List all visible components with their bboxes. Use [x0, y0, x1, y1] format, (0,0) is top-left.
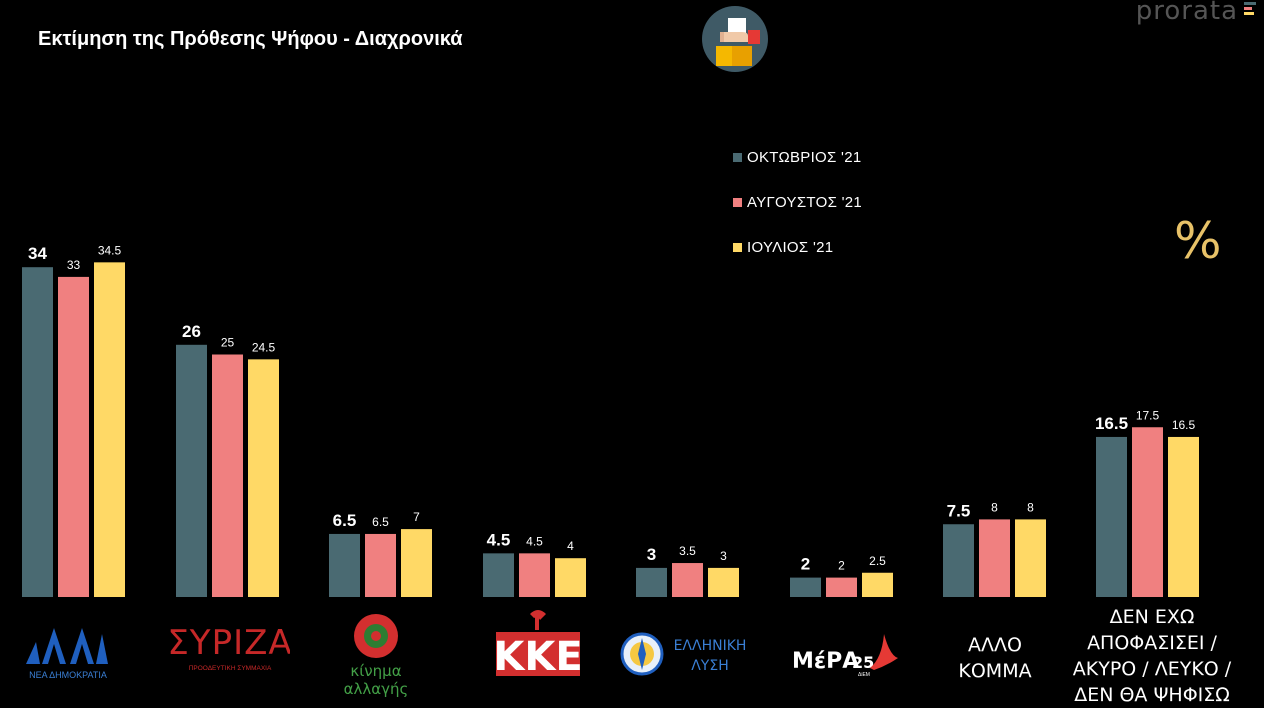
bar-2-0 [329, 533, 360, 597]
bar-6-0 [943, 524, 974, 597]
bar-3-0 [483, 553, 514, 597]
other-line2: ΚΟΜΜΑ [958, 660, 1032, 682]
kke-name: ΚΚΕ [494, 634, 582, 680]
data-label-1-2: 24.5 [252, 340, 276, 354]
data-label-3-1: 4.5 [526, 534, 543, 548]
legend-swatch-jul [733, 243, 742, 252]
elliniki-lysi-logo: ΕΛΛΗΝΙΚΗ ΛΥΣΗ [620, 632, 747, 676]
bar-3-2 [555, 558, 586, 597]
data-label-1-0: 26 [182, 322, 201, 341]
legend-label-jul: ΙΟΥΛΙΟΣ '21 [747, 239, 834, 256]
data-label-3-0: 4.5 [487, 530, 511, 549]
legend-item-jul: ΙΟΥΛΙΟΣ '21 [733, 236, 862, 259]
bar-1-1 [212, 354, 243, 597]
data-label-7-0: 16.5 [1095, 414, 1128, 433]
data-label-2-2: 7 [413, 510, 420, 524]
legend-label-aug: ΑΥΓΟΥΣΤΟΣ '21 [747, 194, 863, 211]
mera-name: ΜέΡΑ [792, 649, 859, 674]
data-label-2-0: 6.5 [333, 511, 357, 530]
undecided-line2: ΑΠΟΦΑΣΙΣΕΙ / [1087, 632, 1217, 654]
data-label-7-1: 17.5 [1136, 408, 1160, 422]
bar-1-0 [176, 344, 207, 597]
el-line1: ΕΛΛΗΝΙΚΗ [674, 638, 747, 654]
data-label-0-1: 33 [67, 258, 81, 272]
data-label-3-2: 4 [567, 539, 574, 553]
undecided-line3: ΑΚΥΡΟ / ΛΕΥΚΟ / [1072, 658, 1232, 680]
kinal-line2: αλλαγής [344, 680, 409, 698]
bar-7-1 [1132, 427, 1163, 597]
syriza-caption: ΠΡΟΟΔΕΥΤΙΚΗ ΣΥΜΜΑΧΙΑ [189, 665, 272, 672]
other-line1: ΑΛΛΟ [968, 634, 1022, 656]
legend-swatch-aug [733, 198, 742, 207]
bar-4-2 [708, 567, 739, 597]
data-label-4-0: 3 [647, 545, 656, 564]
syriza-name: ΣΥΡΙΖΑ [170, 623, 290, 663]
legend-swatch-oct [733, 153, 742, 162]
bar-2-1 [365, 533, 396, 597]
mera25-logo: ΜέΡΑ 25 ΔiEM [792, 634, 898, 678]
kinal-logo: κίνημα αλλαγής [344, 614, 409, 698]
bar-6-2 [1015, 519, 1046, 597]
legend-item-aug: ΑΥΓΟΥΣΤΟΣ '21 [733, 191, 862, 214]
bar-0-2 [94, 262, 125, 597]
nd-logo: ΝΕΑ ΔΗΜΟΚΡΑΤΙΑ [26, 628, 108, 680]
mera-sub: ΔiEM [858, 672, 870, 678]
data-label-2-1: 6.5 [372, 515, 389, 529]
category-label-undecided: ΔΕΝ ΕΧΩ ΑΠΟΦΑΣΙΣΕΙ / ΑΚΥΡΟ / ΛΕΥΚΟ / ΔΕΝ… [1064, 604, 1240, 708]
legend-label-oct: ΟΚΤΩΒΡΙΟΣ '21 [747, 149, 862, 166]
data-label-0-0: 34 [28, 244, 47, 263]
data-label-7-2: 16.5 [1172, 418, 1196, 432]
data-label-6-1: 8 [991, 500, 998, 514]
category-label-other: ΑΛΛΟ ΚΟΜΜΑ [940, 632, 1050, 684]
chart-legend: ΟΚΤΩΒΡΙΟΣ '21 ΑΥΓΟΥΣΤΟΣ '21 ΙΟΥΛΙΟΣ '21 [733, 146, 862, 281]
bar-4-0 [636, 567, 667, 597]
data-label-4-1: 3.5 [679, 544, 696, 558]
brand-logo: prorata [1136, 0, 1238, 26]
nd-caption: ΝΕΑ ΔΗΜΟΚΡΑΤΙΑ [29, 670, 107, 680]
undecided-line4: ΔΕΝ ΘΑ ΨΗΦΙΣΩ [1074, 684, 1230, 706]
data-label-6-2: 8 [1027, 500, 1034, 514]
data-label-0-2: 34.5 [98, 243, 122, 257]
bar-5-2 [862, 572, 893, 597]
data-label-1-1: 25 [221, 336, 235, 350]
bar-7-0 [1096, 436, 1127, 597]
kke-logo: ΚΚΕ [494, 610, 582, 680]
undecided-line1: ΔΕΝ ΕΧΩ [1109, 606, 1195, 628]
percent-icon: % [1174, 212, 1222, 270]
brand-bars-icon [1244, 2, 1258, 20]
bar-5-0 [790, 577, 821, 597]
el-line2: ΛΥΣΗ [691, 658, 729, 674]
data-label-6-0: 7.5 [947, 501, 971, 520]
page-title: Εκτίμηση της Πρόθεσης Ψήφου - Διαχρονικά [38, 28, 463, 50]
bar-2-2 [401, 529, 432, 597]
bar-3-1 [519, 553, 550, 597]
bar-1-2 [248, 359, 279, 597]
kinal-line1: κίνημα [350, 662, 401, 680]
data-label-5-0: 2 [801, 555, 810, 574]
legend-item-oct: ΟΚΤΩΒΡΙΟΣ '21 [733, 146, 862, 169]
data-label-4-2: 3 [720, 549, 727, 563]
brand-name: prorata [1135, 0, 1238, 26]
bar-0-1 [58, 276, 89, 597]
bar-6-1 [979, 519, 1010, 597]
bar-4-1 [672, 563, 703, 597]
data-label-5-2: 2.5 [869, 554, 886, 568]
data-label-5-1: 2 [838, 559, 845, 573]
syriza-logo: ΣΥΡΙΖΑ ΠΡΟΟΔΕΥΤΙΚΗ ΣΥΜΜΑΧΙΑ [170, 623, 290, 672]
mera-num: 25 [852, 653, 874, 672]
bar-5-1 [826, 577, 857, 597]
bar-7-2 [1168, 436, 1199, 597]
bar-0-0 [22, 267, 53, 597]
voting-hand-icon [702, 6, 768, 72]
